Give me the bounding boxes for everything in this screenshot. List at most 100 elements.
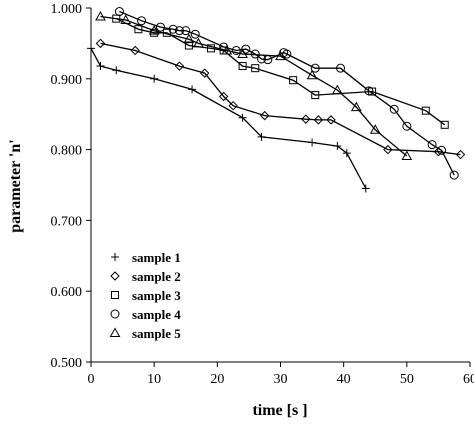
data-point bbox=[257, 132, 266, 141]
data-point bbox=[350, 101, 362, 112]
legend-item: sample 5 bbox=[109, 326, 181, 341]
series-line bbox=[100, 42, 461, 156]
data-point bbox=[114, 7, 124, 17]
data-point bbox=[402, 121, 412, 131]
y-tick-label: 0.500 bbox=[51, 356, 83, 371]
data-point bbox=[228, 100, 238, 111]
data-point bbox=[401, 150, 413, 160]
data-point bbox=[238, 113, 247, 122]
legend-marker bbox=[111, 291, 119, 299]
data-point bbox=[333, 142, 342, 151]
data-point bbox=[361, 184, 370, 193]
data-point bbox=[306, 69, 318, 80]
data-point bbox=[148, 25, 160, 35]
y-tick-label: 0.600 bbox=[51, 285, 83, 300]
data-point bbox=[150, 74, 159, 83]
x-tick-label: 60 bbox=[463, 372, 474, 387]
data-point bbox=[134, 25, 143, 34]
series-line bbox=[100, 15, 408, 157]
data-point bbox=[231, 45, 241, 55]
y-tick-label: 0.800 bbox=[51, 144, 83, 159]
data-point bbox=[168, 24, 178, 34]
x-tick-label: 20 bbox=[210, 372, 224, 387]
series-line bbox=[90, 48, 367, 189]
legend-marker bbox=[109, 327, 121, 337]
data-point bbox=[238, 62, 247, 71]
data-point bbox=[221, 44, 233, 55]
series-5 bbox=[95, 10, 413, 160]
legend-label: sample 4 bbox=[132, 307, 181, 322]
data-point bbox=[193, 37, 204, 48]
legend-item: sample 2 bbox=[110, 269, 181, 284]
x-tick-label: 30 bbox=[274, 372, 288, 387]
data-point bbox=[183, 33, 195, 44]
data-point bbox=[199, 68, 210, 78]
data-point bbox=[437, 145, 447, 155]
data-point bbox=[310, 63, 320, 73]
x-tick-label: 40 bbox=[337, 372, 351, 387]
data-point bbox=[188, 85, 197, 94]
data-point bbox=[326, 115, 336, 125]
legend-item: sample 1 bbox=[111, 250, 181, 265]
data-point bbox=[449, 170, 459, 180]
legend: sample 1 sample 2 sample 3 sample 4 sample 5 bbox=[109, 250, 181, 341]
data-point bbox=[311, 91, 320, 100]
legend-label: sample 2 bbox=[132, 269, 181, 284]
data-point bbox=[237, 48, 248, 59]
data-point bbox=[308, 138, 317, 147]
data-point bbox=[342, 149, 351, 158]
data-point bbox=[181, 26, 191, 36]
data-point bbox=[336, 63, 346, 73]
data-point bbox=[95, 10, 106, 21]
legend-marker bbox=[111, 253, 119, 261]
x-axis-label: time [s ] bbox=[252, 402, 307, 419]
data-point bbox=[455, 149, 466, 160]
data-point bbox=[190, 29, 200, 39]
data-point bbox=[421, 106, 430, 115]
x-tick-label: 50 bbox=[400, 372, 414, 387]
data-point bbox=[112, 66, 121, 75]
legend-label: sample 1 bbox=[132, 250, 181, 265]
x-tick-label: 10 bbox=[147, 372, 161, 387]
data-point bbox=[289, 76, 298, 85]
data-point bbox=[427, 140, 437, 150]
data-point bbox=[137, 16, 147, 26]
data-point bbox=[364, 86, 374, 96]
data-point bbox=[389, 104, 399, 114]
data-point bbox=[184, 41, 193, 50]
data-point bbox=[155, 22, 165, 32]
legend-label: sample 5 bbox=[132, 326, 181, 341]
data-point bbox=[95, 38, 106, 49]
data-point bbox=[207, 44, 216, 53]
series-line bbox=[116, 18, 446, 126]
y-tick-label: 0.900 bbox=[51, 73, 83, 88]
data-point bbox=[301, 114, 311, 124]
legend-label: sample 3 bbox=[132, 288, 181, 303]
data-point bbox=[440, 120, 449, 129]
data-point bbox=[260, 110, 270, 121]
y-tick-label: 0.700 bbox=[51, 214, 83, 229]
legend-marker bbox=[110, 271, 120, 281]
ticks: 0.500 0.600 0.700 0.800 0.900 1.000 0 10 20 30 40 5… bbox=[51, 2, 474, 387]
legend-item: sample 4 bbox=[110, 307, 181, 322]
data-point bbox=[120, 14, 132, 25]
data-point bbox=[251, 64, 260, 73]
series-1 bbox=[87, 44, 370, 193]
data-point bbox=[313, 115, 324, 125]
legend-item: sample 3 bbox=[111, 288, 181, 303]
data-point bbox=[241, 44, 251, 54]
y-tick-label: 1.000 bbox=[51, 2, 83, 17]
data-point bbox=[174, 26, 184, 36]
series-4 bbox=[114, 7, 459, 180]
series-2 bbox=[95, 38, 466, 160]
data-point bbox=[96, 62, 105, 71]
legend-marker bbox=[110, 309, 120, 319]
data-point bbox=[130, 45, 140, 56]
data-point bbox=[218, 91, 229, 102]
data-point bbox=[87, 44, 95, 53]
data-point bbox=[331, 84, 343, 95]
y-axis-label: parameter 'n' bbox=[7, 139, 24, 232]
data-point bbox=[383, 144, 393, 155]
data-point bbox=[282, 49, 292, 59]
